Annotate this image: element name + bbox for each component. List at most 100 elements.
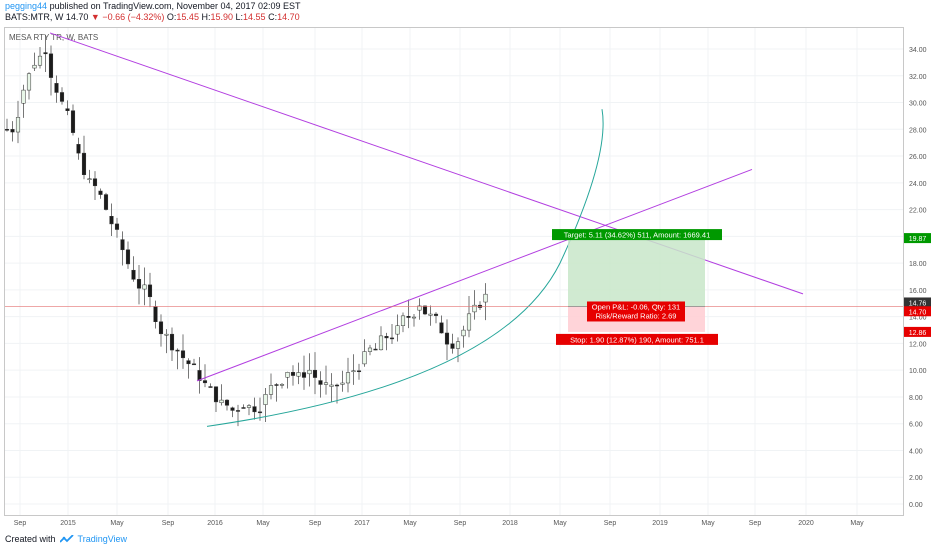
symbol-label: BATS:MTR, W bbox=[5, 12, 64, 22]
candle-up bbox=[26, 73, 32, 91]
x-tick-label: Sep bbox=[749, 520, 762, 527]
change-value: −0.66 (−4.32%) bbox=[102, 12, 165, 22]
price-label: 14.76 bbox=[909, 300, 927, 307]
x-tick-label: May bbox=[850, 520, 864, 527]
candle-up bbox=[246, 405, 252, 408]
y-tick-label: 32.00 bbox=[909, 74, 927, 81]
candle-down bbox=[312, 369, 318, 378]
candle-down bbox=[109, 216, 114, 225]
drawings[interactable] bbox=[5, 32, 903, 427]
y-tick-label: 10.00 bbox=[909, 368, 927, 375]
candle-down bbox=[422, 305, 428, 315]
candle-down bbox=[213, 386, 219, 403]
candle-up bbox=[21, 89, 26, 104]
candle-up bbox=[461, 329, 466, 337]
x-tick-label: May bbox=[553, 520, 567, 527]
y-tick-label: 34.00 bbox=[909, 47, 927, 54]
target-label-box bbox=[552, 229, 722, 241]
candle-up bbox=[417, 305, 422, 311]
publish-line: pegging44 published on TradingView.com, … bbox=[5, 1, 301, 12]
candle-down bbox=[252, 406, 257, 413]
candle-up bbox=[367, 347, 373, 352]
candle-up bbox=[219, 399, 224, 404]
candle-up bbox=[345, 372, 351, 384]
candle-down bbox=[389, 337, 395, 340]
y-tick-label: 6.00 bbox=[909, 422, 923, 429]
candle-up bbox=[340, 382, 345, 385]
candle-down bbox=[301, 372, 307, 378]
candle-down bbox=[43, 52, 48, 55]
price-label: 19.87 bbox=[909, 236, 927, 243]
y-tick-label: 18.00 bbox=[909, 261, 927, 268]
candle-up bbox=[296, 372, 301, 377]
candles bbox=[4, 34, 488, 427]
uptrend-line bbox=[196, 168, 753, 382]
y-tick-label: 24.00 bbox=[909, 181, 927, 188]
candle-up bbox=[142, 284, 147, 290]
created-with-label: Created with bbox=[5, 534, 56, 544]
candle-up bbox=[472, 304, 477, 313]
ohlc-line: BATS:MTR, W 14.70 ▼ −0.66 (−4.32%) O:15.… bbox=[5, 12, 301, 23]
x-tick-label: Sep bbox=[309, 520, 322, 527]
candle-down bbox=[92, 178, 98, 187]
candle-down bbox=[59, 92, 65, 102]
candle-down bbox=[230, 407, 235, 411]
candle-down bbox=[136, 279, 142, 289]
candle-down bbox=[158, 321, 164, 335]
candle-down bbox=[48, 53, 54, 78]
candle-up bbox=[37, 55, 43, 66]
candle-down bbox=[197, 370, 202, 381]
open-label: O: bbox=[166, 12, 177, 22]
price-labels: 19.87 14.76 14.70 12.86 bbox=[904, 233, 931, 337]
parabolic-curve bbox=[206, 109, 604, 427]
candle-up bbox=[32, 64, 37, 69]
close-value: 14.70 bbox=[277, 12, 300, 22]
candle-down bbox=[65, 108, 70, 111]
x-tick-label: May bbox=[110, 520, 124, 527]
stop-label-box bbox=[556, 333, 718, 345]
y-tick-label: 28.00 bbox=[909, 127, 927, 134]
price-label-box bbox=[904, 233, 931, 244]
candle-up bbox=[263, 394, 268, 405]
candle-up bbox=[307, 369, 312, 375]
y-tick-label: 30.00 bbox=[909, 101, 927, 108]
high-value: 15.90 bbox=[210, 12, 233, 22]
x-tick-label: 2018 bbox=[502, 520, 518, 527]
candle-up bbox=[15, 117, 21, 133]
x-tick-label: Sep bbox=[162, 520, 175, 527]
candle-down bbox=[433, 313, 439, 316]
pnl-box bbox=[587, 301, 685, 322]
author-link[interactable]: pegging44 bbox=[5, 1, 48, 11]
position-tool[interactable]: Target: 5.11 (34.62%) 511, Amount: 1669.… bbox=[552, 229, 722, 345]
y-tick-label: 12.00 bbox=[909, 341, 927, 348]
candle-up bbox=[87, 178, 92, 180]
candle-up bbox=[400, 315, 406, 326]
price-label: 14.70 bbox=[909, 309, 927, 316]
candle-down bbox=[318, 380, 323, 385]
footer: Created with TradingView bbox=[5, 534, 127, 544]
candle-down bbox=[120, 239, 125, 251]
candle-down bbox=[169, 333, 175, 351]
x-tick-label: 2016 bbox=[207, 520, 223, 527]
candle-up bbox=[268, 385, 274, 395]
candle-down bbox=[114, 223, 120, 230]
open-pnl-label: Open P&L: -0.06, Qty: 131 bbox=[592, 302, 680, 311]
x-tick-label: Sep bbox=[454, 520, 467, 527]
x-tick-label: May bbox=[256, 520, 270, 527]
candle-down bbox=[450, 343, 455, 349]
candle-down bbox=[175, 349, 180, 352]
tradingview-link[interactable]: TradingView bbox=[77, 534, 128, 544]
y-tick-label: 14.00 bbox=[909, 315, 927, 322]
candle-up bbox=[351, 370, 356, 373]
candle-down bbox=[334, 384, 340, 387]
candle-down bbox=[373, 348, 378, 351]
candle-up bbox=[466, 313, 472, 331]
candle-down bbox=[208, 386, 213, 388]
open-value: 15.45 bbox=[176, 12, 199, 22]
candle-down bbox=[439, 322, 444, 334]
price-label: 12.86 bbox=[909, 330, 927, 337]
candle-down bbox=[4, 129, 10, 131]
stop-label: Stop: 1.90 (12.87%) 190, Amount: 751.1 bbox=[570, 335, 704, 344]
x-tick-label: 2019 bbox=[652, 520, 668, 527]
